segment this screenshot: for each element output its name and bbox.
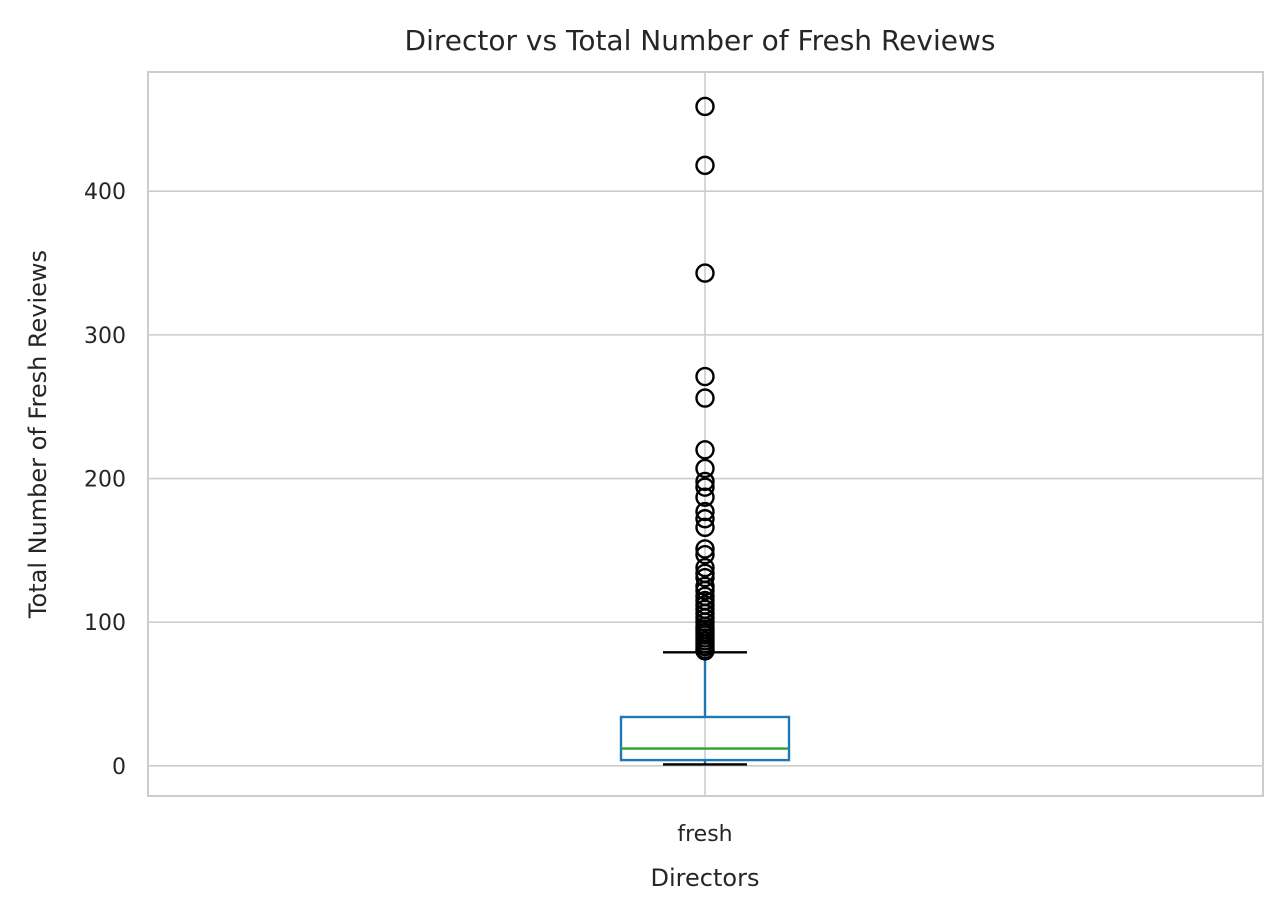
y-tick-label: 400: [84, 180, 126, 205]
y-tick-label: 300: [84, 324, 126, 349]
outlier-point: [695, 458, 715, 479]
y-tick-label: 0: [112, 755, 126, 780]
x-axis-label: Directors: [651, 864, 760, 892]
x-tick-label: fresh: [677, 822, 732, 847]
outlier-point: [695, 440, 715, 460]
outlier-point: [695, 641, 715, 661]
plot-frame: [147, 71, 1264, 797]
outlier-point: [695, 539, 715, 559]
outlier-point: [695, 544, 715, 565]
outlier-point: [695, 580, 715, 601]
y-tick-label: 100: [84, 611, 126, 636]
iqr-box: [619, 715, 791, 762]
outlier-point: [695, 388, 715, 408]
outlier-point: [695, 487, 715, 507]
outlier-point: [695, 366, 715, 387]
box-plot: [619, 96, 791, 766]
outlier-point: [695, 509, 715, 529]
chart-title: Director vs Total Number of Fresh Review…: [405, 24, 996, 57]
outlier-point: [695, 567, 715, 588]
outlier-point: [695, 155, 715, 176]
outlier-point: [695, 517, 715, 538]
y-tick-labels: 0 100 200 300 400: [84, 180, 126, 780]
outlier-point: [695, 96, 715, 117]
x-tick-labels: fresh: [677, 822, 732, 847]
y-tick-label: 200: [84, 468, 126, 493]
outlier-point: [695, 557, 715, 578]
outlier-point: [695, 477, 715, 497]
outlier-point: [695, 263, 715, 283]
y-axis-label: Total Number of Fresh Reviews: [24, 250, 52, 619]
